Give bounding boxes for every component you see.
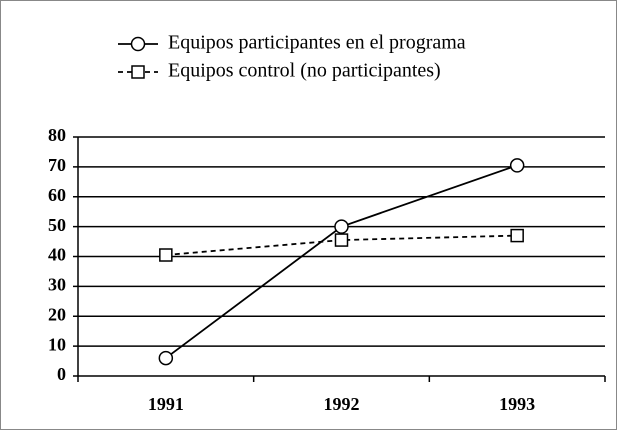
y-tick-label: 30	[48, 275, 66, 295]
x-tick-label: 1991	[148, 394, 184, 414]
legend-marker	[130, 36, 146, 52]
marker-circle	[334, 219, 349, 234]
marker-circle	[158, 350, 174, 366]
x-tick-label: 1993	[499, 394, 535, 414]
y-tick-label: 20	[48, 304, 66, 324]
y-tick-label: 50	[48, 215, 66, 235]
marker-square	[334, 233, 349, 247]
legend-marker	[131, 65, 145, 79]
y-tick-label: 80	[48, 125, 66, 145]
y-tick-label: 70	[48, 155, 66, 175]
series-line	[165, 234, 518, 256]
marker-circle	[509, 158, 525, 173]
y-tick-label: 60	[48, 185, 66, 205]
x-tick-label: 1992	[324, 394, 360, 414]
y-tick-label: 0	[57, 364, 66, 384]
marker-square	[510, 228, 524, 243]
y-tick-label: 10	[48, 334, 66, 354]
legend-label: Equipos participantes en el programa	[168, 32, 466, 54]
legend-label: Equipos control (no participantes)	[168, 60, 441, 82]
marker-square	[159, 248, 173, 262]
y-tick-label: 40	[48, 245, 66, 265]
